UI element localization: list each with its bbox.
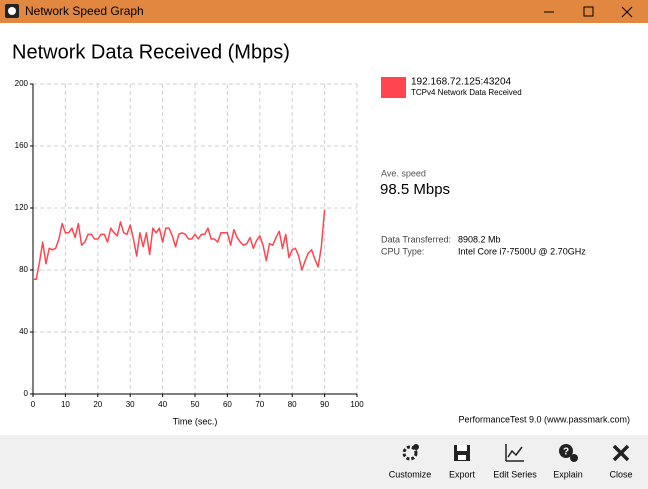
- window-title: Network Speed Graph: [25, 4, 144, 18]
- y-tick-label: 200: [15, 79, 29, 88]
- toolbar-button-label: Customize: [389, 469, 432, 479]
- close-icon: [612, 444, 630, 462]
- x-tick-label: 100: [350, 400, 364, 409]
- toolbar: [0, 435, 648, 489]
- y-tick-label: 40: [19, 327, 28, 336]
- x-tick-label: 30: [126, 400, 135, 409]
- transferred-label: Data Transferred:: [381, 234, 451, 244]
- y-tick-label: 120: [15, 203, 29, 212]
- toolbar-button[interactable]: Customize: [385, 438, 435, 486]
- y-tick-label: 160: [15, 141, 29, 150]
- x-tick-label: 0: [31, 400, 36, 409]
- toolbar-button[interactable]: Export: [437, 438, 487, 486]
- y-tick-label: 80: [19, 265, 28, 274]
- x-tick-label: 50: [191, 400, 200, 409]
- maximize-button[interactable]: [568, 0, 608, 23]
- x-tick-label: 10: [61, 400, 70, 409]
- x-tick-label: 80: [288, 400, 297, 409]
- legend-subtitle: TCPv4 Network Data Received: [411, 88, 522, 97]
- app-icon-mark: [8, 7, 16, 15]
- toolbar-button[interactable]: Edit Series: [490, 438, 540, 486]
- x-tick-label: 70: [255, 400, 264, 409]
- svg-text:?: ?: [563, 447, 569, 458]
- edit-series-icon: [505, 444, 524, 462]
- toolbar-icons: ?: [402, 444, 630, 462]
- toolbar-button[interactable]: Explain: [543, 438, 593, 486]
- export-icon: [454, 445, 470, 461]
- cpu-label: CPU Type:: [381, 246, 424, 256]
- transferred-value: 8908.2 Mb: [458, 234, 501, 244]
- toolbar-button-label: Export: [449, 469, 476, 479]
- data-line: [33, 209, 326, 281]
- legend-swatch: [381, 77, 406, 98]
- toolbar-button[interactable]: Close: [596, 438, 646, 486]
- legend-entry: 192.168.72.125:43204: [411, 77, 512, 88]
- x-tick-label: 20: [93, 400, 102, 409]
- toolbar-button-label: Explain: [553, 469, 583, 479]
- footer: PerformanceTest 9.0 (www.passmark.com): [458, 414, 630, 424]
- x-tick-label: 60: [223, 400, 232, 409]
- explain-icon: ?: [559, 444, 578, 462]
- y-tick-label: 0: [24, 389, 29, 398]
- title-bar: [0, 0, 648, 23]
- toolbar-button-label: Close: [609, 469, 632, 479]
- x-tick-label: 90: [320, 400, 329, 409]
- close-window-button[interactable]: [608, 0, 648, 23]
- x-axis-label: Time (sec.): [173, 416, 218, 426]
- heading: Network Data Received (Mbps): [12, 41, 290, 63]
- toolbar-button-label: Edit Series: [493, 469, 537, 479]
- minimize-button[interactable]: [530, 0, 568, 23]
- cpu-value: Intel Core i7-7500U @ 2.70GHz: [458, 246, 586, 256]
- customize-icon: [402, 444, 419, 461]
- x-tick-label: 40: [158, 400, 167, 409]
- avg-value: 98.5 Mbps: [380, 181, 450, 198]
- avg-label: Ave. speed: [381, 168, 426, 178]
